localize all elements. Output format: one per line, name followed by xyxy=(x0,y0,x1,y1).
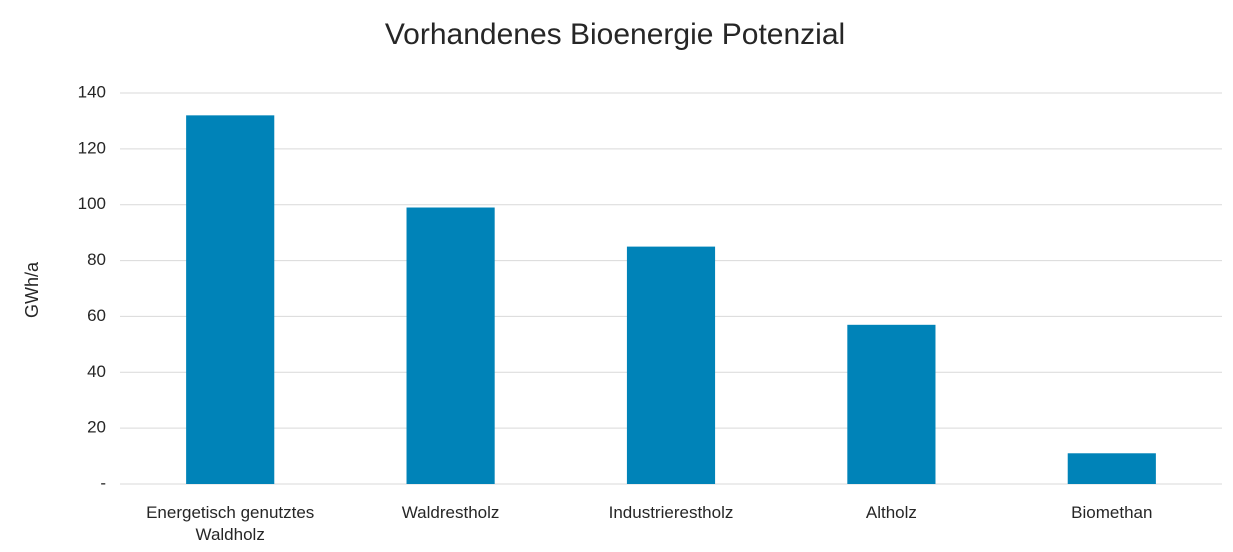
bar xyxy=(186,115,275,484)
bar xyxy=(1067,453,1156,484)
x-tick-label: Waldrestholz xyxy=(401,503,500,522)
bar xyxy=(626,246,716,484)
chart-title: Vorhandenes Bioenergie Potenzial xyxy=(385,18,845,51)
y-axis-label: GWh/a xyxy=(22,261,42,318)
x-tick-label: Biomethan xyxy=(1071,503,1153,522)
y-tick-label: 120 xyxy=(78,138,106,157)
y-tick-label: 60 xyxy=(87,306,106,325)
bar xyxy=(847,324,936,484)
y-tick-label: 20 xyxy=(87,418,106,437)
y-tick-label: 40 xyxy=(87,362,106,381)
y-tick-label: 140 xyxy=(78,82,106,101)
bar xyxy=(406,207,495,484)
x-tick-label: Energetisch genutztes Waldholz xyxy=(146,503,315,544)
y-tick-label: 100 xyxy=(78,194,106,213)
y-tick-label: 80 xyxy=(87,250,106,269)
x-tick-label: Altholz xyxy=(865,503,917,522)
x-tick-label: Industrierestholz xyxy=(608,503,734,522)
y-tick-label: - xyxy=(100,473,106,492)
